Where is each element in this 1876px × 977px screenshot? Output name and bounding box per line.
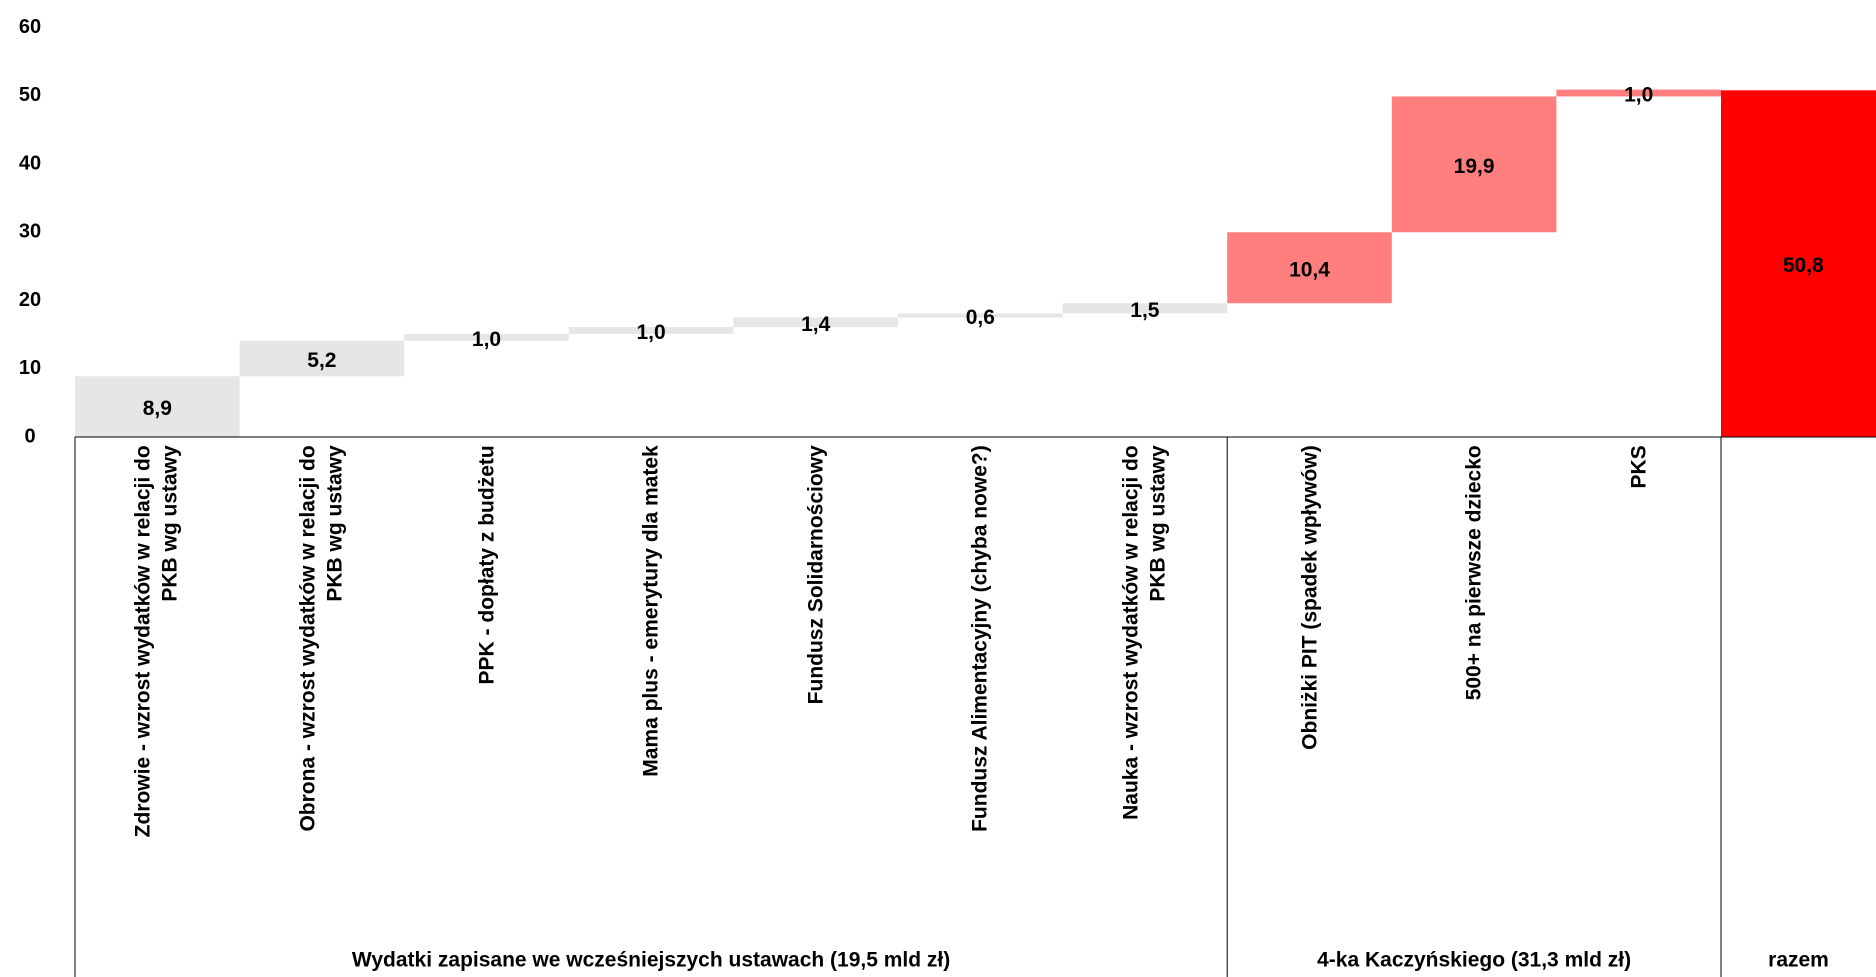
value-label: 0,6 [966,306,995,329]
x-tick-label: Obrona - wzrost wydatków w relacji do PK… [240,445,405,915]
x-tick-label: Fundusz Solidarnościowy [733,445,898,915]
category-text: Obrona - wzrost wydatków w relacji do PK… [296,444,347,832]
y-tick-label: 40 [19,152,41,174]
bar [75,376,240,437]
bar [404,333,569,341]
bar [568,327,734,334]
bar [1391,96,1557,233]
category-text: Obniżki PIT (spadek wpływów) [1298,444,1321,750]
value-label: 19,9 [1454,155,1495,178]
bar [1227,232,1392,304]
y-tick-label: 20 [19,289,41,311]
value-label: 1,0 [472,328,501,351]
x-tick-label: Obniżki PIT (spadek wpływów) [1227,445,1392,915]
y-tick-label: 10 [19,357,41,379]
category-text: Zdrowie - wzrost wydatków w relacji do P… [132,444,183,838]
bar [1062,303,1228,314]
x-tick-label: Zdrowie - wzrost wydatków w relacji do P… [75,445,240,915]
value-label: 10,4 [1289,258,1330,281]
x-tick-label: Nauka - wzrost wydatków w relacji do PKB… [1063,445,1228,915]
value-label: 1,5 [1130,299,1160,322]
value-label: 5,2 [307,349,336,372]
group-label: 4-ka Kaczyńskiego (31,3 mld zł) [1317,949,1631,972]
category-text: Fundusz Solidarnościowy [804,444,828,705]
value-label: 1,0 [636,321,665,344]
category-text: Nauka - wzrost wydatków w relacji do PKB… [1119,444,1170,820]
category-text: Mama plus - emerytury dla matek [639,444,663,777]
x-tick-label: 500+ na pierwsze dziecko [1392,445,1557,915]
x-tick-label [1721,445,1876,915]
category-text: 500+ na pierwsze dziecko [1462,444,1486,701]
y-tick-label: 50 [19,84,41,106]
group-label: Wydatki zapisane we wcześniejszych ustaw… [352,949,950,972]
bar [733,317,898,328]
x-tick-label: PPK - dopłaty z budżetu [404,445,569,915]
category-text: PKS [1627,444,1651,489]
value-label: 1,4 [801,313,831,336]
category-text: PPK - dopłaty z budżetu [475,444,498,685]
value-label: 1,0 [1624,84,1653,107]
value-label: 8,9 [143,397,172,420]
group-label: razem [1768,949,1829,972]
y-tick-label: 30 [19,221,41,243]
value-label: 50,8 [1783,254,1824,277]
bar [239,340,405,377]
bar [1721,90,1876,437]
category-text: Fundusz Alimentacyjny (chyba nowe?) [968,444,992,832]
x-tick-label: PKS [1556,445,1721,915]
x-tick-label: Fundusz Alimentacyjny (chyba nowe?) [898,445,1063,915]
x-tick-label: Mama plus - emerytury dla matek [569,445,734,915]
bar [1556,89,1721,97]
bar [898,313,1063,318]
y-tick-label: 60 [19,16,41,38]
y-tick-label: 0 [24,425,35,447]
